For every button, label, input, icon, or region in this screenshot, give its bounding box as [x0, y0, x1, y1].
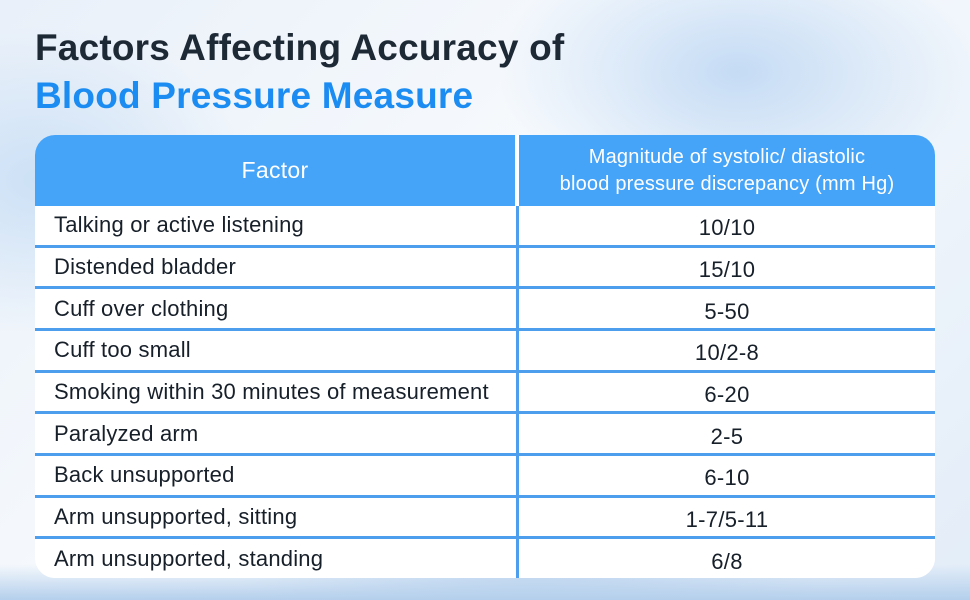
- table-body: Talking or active listening 10/10 Disten…: [35, 206, 935, 578]
- table-row: Smoking within 30 minutes of measurement…: [35, 372, 935, 415]
- factor-cell: Arm unsupported, standing: [35, 539, 519, 578]
- factor-cell: Paralyzed arm: [35, 414, 519, 454]
- value-cell: 2-5: [519, 414, 935, 453]
- column-header-magnitude-line1: Magnitude of systolic/ diastolic: [588, 145, 866, 168]
- value-text: 10/2-8: [694, 340, 760, 366]
- value-cell: 5-50: [519, 289, 935, 328]
- table-row: Back unsupported 6-10: [35, 456, 935, 498]
- column-header-factor-label: Factor: [241, 157, 309, 183]
- page-title-line2: Blood Pressure Measure: [35, 75, 474, 116]
- factor-cell: Smoking within 30 minutes of measurement: [35, 372, 519, 412]
- table-row: Arm unsupported, standing 6/8: [35, 539, 935, 578]
- page-title: Factors Affecting Accuracy of Blood Pres…: [35, 24, 564, 120]
- bp-factors-table: Factor Magnitude of systolic/ diastolic …: [35, 135, 935, 578]
- value-text: 6/8: [711, 548, 743, 574]
- column-header-factor: Factor: [35, 135, 519, 206]
- value-text: 10/10: [698, 215, 756, 241]
- factor-cell: Cuff too small: [35, 331, 519, 370]
- value-text: 6-10: [704, 465, 750, 491]
- value-cell: 1-7/5-11: [519, 498, 935, 537]
- table-row: Cuff over clothing 5-50: [35, 289, 935, 332]
- value-cell: 6/8: [519, 539, 935, 578]
- value-cell: 10/2-8: [519, 331, 935, 370]
- table-row: Distended bladder 15/10: [35, 247, 935, 290]
- table-row: Cuff too small 10/2-8: [35, 331, 935, 373]
- column-header-magnitude-line2: blood pressure discrepancy (mm Hg): [559, 172, 895, 195]
- table-row: Arm unsupported, sitting 1-7/5-11: [35, 497, 935, 540]
- factor-cell: Cuff over clothing: [35, 289, 519, 329]
- factor-cell: Talking or active listening: [35, 206, 519, 245]
- table-row: Talking or active listening 10/10: [35, 206, 935, 248]
- value-cell: 6-20: [519, 373, 935, 412]
- value-text: 6-20: [704, 382, 750, 408]
- value-cell: 15/10: [519, 248, 935, 287]
- value-text: 1-7/5-11: [685, 507, 769, 533]
- column-header-magnitude: Magnitude of systolic/ diastolic blood p…: [519, 135, 935, 206]
- table-header-row: Factor Magnitude of systolic/ diastolic …: [35, 135, 935, 206]
- value-cell: 6-10: [519, 456, 935, 495]
- value-text: 15/10: [698, 257, 756, 282]
- table-row: Paralyzed arm 2-5: [35, 414, 935, 457]
- value-cell: 10/10: [519, 206, 935, 245]
- value-text: 2-5: [710, 423, 744, 449]
- factor-cell: Back unsupported: [35, 456, 519, 495]
- page-title-line1: Factors Affecting Accuracy of: [35, 27, 565, 68]
- factor-cell: Arm unsupported, sitting: [35, 497, 519, 537]
- value-text: 5-50: [704, 298, 750, 324]
- factor-cell: Distended bladder: [35, 247, 519, 287]
